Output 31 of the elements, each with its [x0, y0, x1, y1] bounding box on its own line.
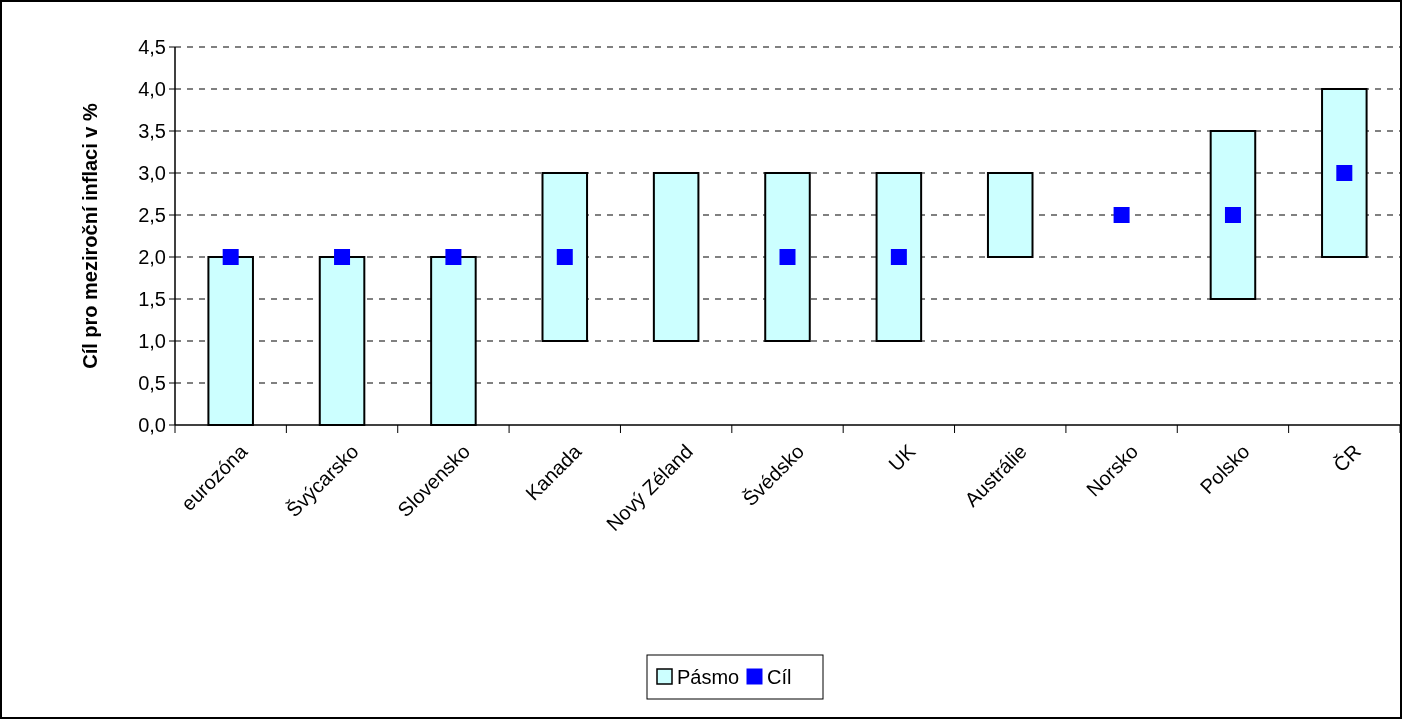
bar — [764, 172, 811, 342]
legend-label: Pásmo — [677, 666, 740, 688]
point — [334, 249, 351, 265]
point — [556, 249, 573, 265]
y-tick-label: 1,5 — [138, 288, 166, 310]
y-tick-label: 4,5 — [138, 36, 166, 58]
legend-label: Cíl — [767, 666, 792, 688]
y-tick-label: 2,5 — [138, 204, 166, 226]
point — [445, 249, 462, 265]
bar — [541, 172, 589, 342]
bar — [986, 172, 1034, 258]
y-tick-label: 4,0 — [138, 78, 166, 100]
y-tick-label: 2,0 — [138, 246, 166, 268]
y-tick-label: 3,0 — [138, 162, 166, 184]
point — [1113, 207, 1130, 223]
point — [222, 249, 239, 265]
point — [1336, 165, 1353, 181]
point — [1224, 207, 1241, 223]
y-axis-title: Cíl pro meziroční inflaci v % — [79, 102, 101, 369]
bar — [1209, 130, 1257, 300]
y-tick-label: 1,0 — [138, 330, 166, 352]
bar — [875, 172, 923, 342]
y-tick-label: 3,5 — [138, 120, 166, 142]
point — [779, 249, 796, 265]
x-tick-label: ČR — [1329, 440, 1366, 477]
y-tick-label: 0,0 — [138, 414, 166, 436]
bar — [652, 172, 700, 342]
bar — [1321, 88, 1368, 258]
y-tick-label: 0,5 — [138, 372, 166, 394]
point — [890, 249, 907, 265]
x-tick-label: UK — [884, 439, 921, 476]
